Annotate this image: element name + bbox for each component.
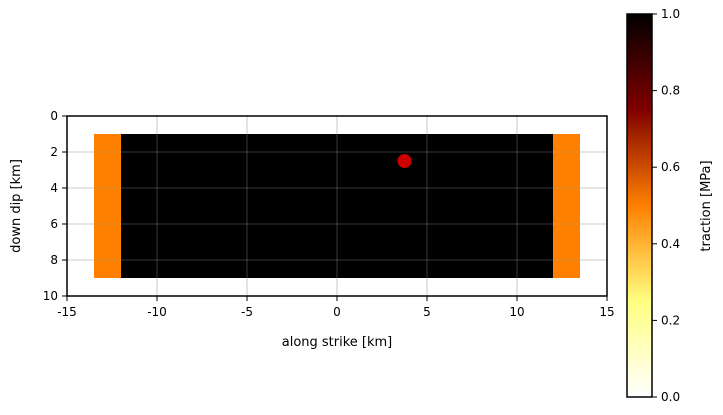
colorbar: 0.0 0.2 0.4 0.6 0.8 1.0 traction [MPa] xyxy=(626,7,714,404)
x-axis-label: along strike [km] xyxy=(282,335,393,350)
x-tick-label: 15 xyxy=(599,305,614,319)
colorbar-tick-label: 0.0 xyxy=(661,390,680,404)
colorbar-frame xyxy=(626,13,653,398)
traction-patch xyxy=(553,134,580,278)
y-tick-label: 2 xyxy=(50,145,58,159)
colorbar-tick-label: 1.0 xyxy=(661,7,680,21)
colorbar-label: traction [MPa] xyxy=(699,160,714,251)
traction-patch xyxy=(121,134,553,278)
colorbar-tick-label: 0.2 xyxy=(661,313,680,327)
x-tick-label: -10 xyxy=(147,305,167,319)
y-axis-label: down dip [km] xyxy=(9,159,24,253)
y-axis-ticks: 0 2 4 6 8 10 xyxy=(43,109,67,303)
y-tick-label: 0 xyxy=(50,109,58,123)
x-tick-label: -5 xyxy=(241,305,253,319)
y-tick-label: 6 xyxy=(50,217,58,231)
hypocenter-marker xyxy=(397,154,412,168)
x-tick-label: -15 xyxy=(57,305,77,319)
y-tick-label: 10 xyxy=(43,289,58,303)
traction-patches xyxy=(94,134,580,278)
x-tick-label: 10 xyxy=(509,305,524,319)
x-tick-label: 0 xyxy=(333,305,341,319)
traction-patch xyxy=(94,134,121,278)
y-tick-label: 4 xyxy=(50,181,58,195)
main-axes: -15 -10 -5 0 5 10 15 0 2 4 6 8 10 along strike [km]… xyxy=(9,109,615,350)
x-axis-ticks: -15 -10 -5 0 5 10 15 xyxy=(57,296,615,319)
colorbar-ticks: 0.0 0.2 0.4 0.6 0.8 1.0 xyxy=(652,7,680,404)
x-tick-label: 5 xyxy=(423,305,431,319)
colorbar-tick-label: 0.4 xyxy=(661,237,680,251)
colorbar-tick-label: 0.8 xyxy=(661,84,680,98)
colorbar-tick-label: 0.6 xyxy=(661,160,680,174)
y-tick-label: 8 xyxy=(50,253,58,267)
colorbar-fill xyxy=(627,14,652,397)
